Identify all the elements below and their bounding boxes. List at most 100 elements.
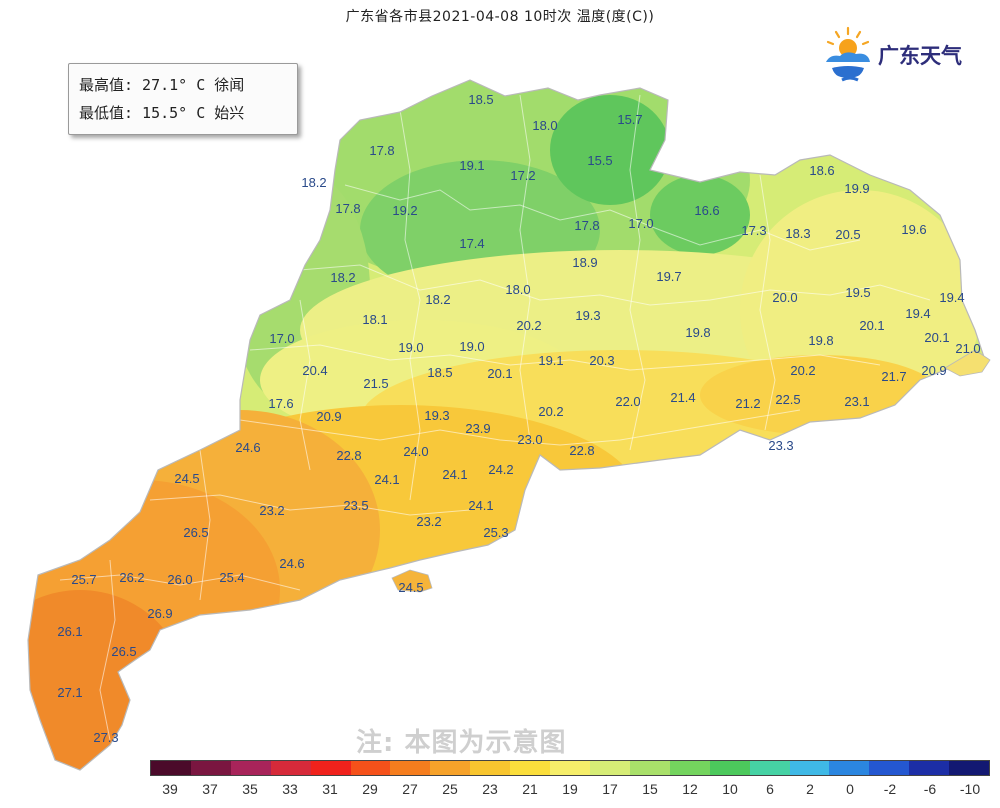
temp-label-n70: 23.2 <box>259 503 284 518</box>
temp-label-n49: 20.9 <box>921 363 946 378</box>
temp-label-n73: 24.1 <box>468 498 493 513</box>
temp-label-n02: 18.0 <box>532 118 557 133</box>
temp-label-n72: 23.2 <box>416 514 441 529</box>
temp-label-n69: 24.2 <box>488 462 513 477</box>
temp-label-n03: 15.7 <box>617 112 642 127</box>
temp-label-n51: 20.9 <box>316 409 341 424</box>
legend-swatch-5 <box>350 761 391 775</box>
temp-label-n16: 18.3 <box>785 226 810 241</box>
temp-label-n01: 18.5 <box>468 92 493 107</box>
temp-label-n32: 19.8 <box>685 325 710 340</box>
legend-swatch-6 <box>390 761 431 775</box>
temp-label-n42: 21.5 <box>363 376 388 391</box>
temp-label-n75: 25.3 <box>483 525 508 540</box>
temp-label-n30: 20.2 <box>516 318 541 333</box>
temp-label-n14: 16.6 <box>694 203 719 218</box>
temp-label-n47: 20.2 <box>790 363 815 378</box>
max-value-label: 最高值: 27.1° C 徐闻 <box>79 76 245 94</box>
legend-swatch-16 <box>789 761 830 775</box>
temp-label-n48: 21.7 <box>881 369 906 384</box>
legend-swatch-18 <box>869 761 910 775</box>
legend-tick-label: 6 <box>766 781 774 797</box>
temp-label-n85: 27.1 <box>57 685 82 700</box>
temp-label-n36: 19.0 <box>398 340 423 355</box>
color-legend-bar <box>150 760 990 776</box>
temp-label-n21: 18.2 <box>330 270 355 285</box>
legend-tick-label: 21 <box>522 781 538 797</box>
legend-swatch-10 <box>550 761 590 775</box>
legend-tick-label: 19 <box>562 781 578 797</box>
legend-swatch-2 <box>230 761 271 775</box>
temp-label-n83: 26.1 <box>57 624 82 639</box>
county-boundaries <box>59 94 931 741</box>
temp-label-n43: 18.5 <box>427 365 452 380</box>
islands <box>391 349 991 593</box>
sun-cloud-logo-icon <box>826 26 870 82</box>
temp-label-n71: 23.5 <box>343 498 368 513</box>
legend-tick-label: 15 <box>642 781 658 797</box>
legend-swatch-4 <box>310 761 351 775</box>
legend-swatch-9 <box>510 761 551 775</box>
temp-label-n04: 15.5 <box>587 153 612 168</box>
temp-label-n60: 23.0 <box>517 432 542 447</box>
legend-tick-label: -10 <box>959 781 981 797</box>
temp-label-n78: 26.0 <box>167 572 192 587</box>
legend-tick-label: 35 <box>242 781 258 797</box>
temp-label-n22: 18.9 <box>572 255 597 270</box>
temp-label-n38: 19.8 <box>808 333 833 348</box>
temp-label-n06: 19.1 <box>459 158 484 173</box>
legend-tick-label: 10 <box>722 781 738 797</box>
temp-label-n25: 20.0 <box>772 290 797 305</box>
temp-label-n63: 24.6 <box>235 440 260 455</box>
legend-tick-label: 25 <box>442 781 458 797</box>
temp-label-n81: 24.5 <box>398 580 423 595</box>
legend-tick-label: 33 <box>282 781 298 797</box>
temp-label-n82: 26.9 <box>147 606 172 621</box>
temp-label-n54: 22.0 <box>615 394 640 409</box>
temp-label-n77: 26.2 <box>119 570 144 585</box>
legend-swatch-8 <box>470 761 511 775</box>
temp-label-n35: 17.0 <box>269 331 294 346</box>
temp-label-n41: 20.4 <box>302 363 327 378</box>
temp-label-n19: 20.5 <box>835 227 860 242</box>
legend-swatch-12 <box>629 761 670 775</box>
legend-tick-label: 37 <box>202 781 218 797</box>
legend-swatch-3 <box>270 761 311 775</box>
temp-label-n62: 23.3 <box>768 438 793 453</box>
temp-label-n58: 23.1 <box>844 394 869 409</box>
legend-swatch-13 <box>669 761 710 775</box>
logo-text: 广东天气 <box>878 44 962 68</box>
temp-label-n05: 17.8 <box>369 143 394 158</box>
temp-label-n12: 17.8 <box>574 218 599 233</box>
temp-label-n53: 20.2 <box>538 404 563 419</box>
legend-swatch-1 <box>190 761 231 775</box>
temp-label-n68: 24.1 <box>442 467 467 482</box>
temp-label-n40: 21.0 <box>955 341 980 356</box>
color-legend-ticks: 39 37 35 33 31 29 27 25 23 21 19 17 15 12 10 6 2 0 -2 -6 -10 <box>150 781 990 801</box>
temp-label-n79: 25.4 <box>219 570 244 585</box>
logo: 广东天气 <box>818 24 988 88</box>
legend-tick-label: 23 <box>482 781 498 797</box>
temp-label-n55: 21.4 <box>670 390 695 405</box>
legend-tick-label: 2 <box>806 781 814 797</box>
legend-swatch-0 <box>151 761 191 775</box>
temp-label-n44: 20.1 <box>487 366 512 381</box>
temp-label-n10: 19.2 <box>392 203 417 218</box>
temp-label-n07: 17.2 <box>510 168 535 183</box>
temp-label-n20: 19.6 <box>901 222 926 237</box>
legend-tick-label: 12 <box>682 781 698 797</box>
legend-tick-label: 27 <box>402 781 418 797</box>
legend-swatch-14 <box>709 761 750 775</box>
temp-label-n09: 17.8 <box>335 201 360 216</box>
legend-tick-label: 17 <box>602 781 618 797</box>
temp-label-n64: 22.8 <box>336 448 361 463</box>
temp-label-n31: 19.3 <box>575 308 600 323</box>
temp-label-n57: 22.5 <box>775 392 800 407</box>
legend-tick-label: -6 <box>923 781 937 797</box>
temp-label-n15: 17.3 <box>741 223 766 238</box>
temp-label-n56: 21.2 <box>735 396 760 411</box>
temp-label-n37: 19.0 <box>459 339 484 354</box>
temp-label-n23: 19.7 <box>656 269 681 284</box>
legend-tick-label: 29 <box>362 781 378 797</box>
